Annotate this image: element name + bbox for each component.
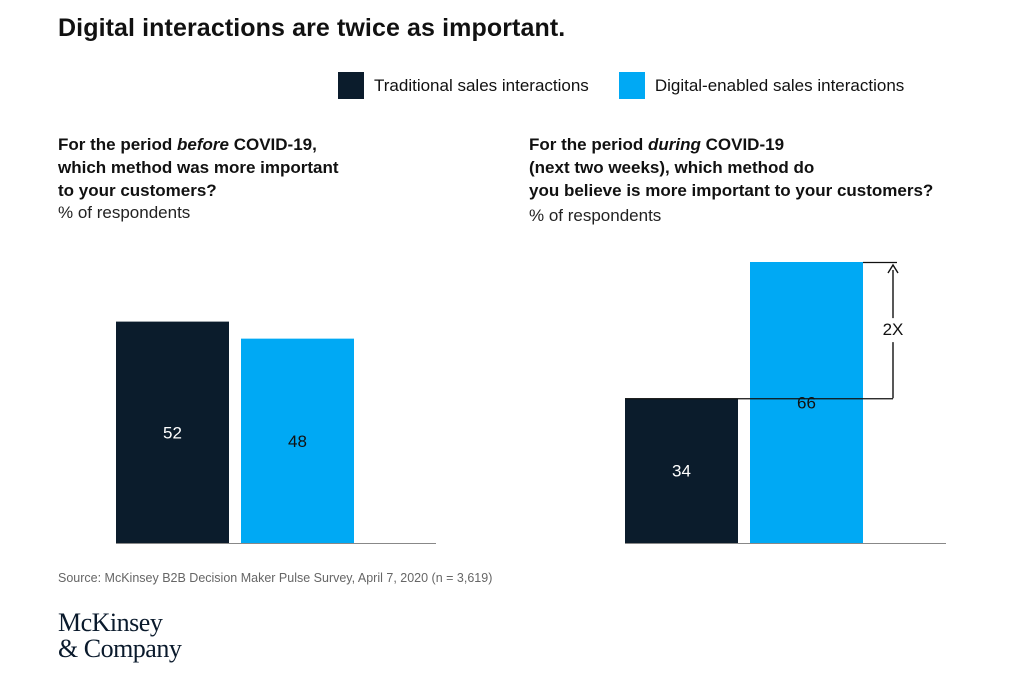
legend-swatch-digital bbox=[618, 72, 645, 99]
mckinsey-logo: McKinsey & Company bbox=[58, 608, 182, 663]
left-bar-traditional bbox=[116, 321, 229, 543]
annotation-2x-label: 2X bbox=[883, 320, 904, 339]
legend: Traditional sales interactions Digital-e… bbox=[338, 72, 904, 99]
legend-label-digital: Digital-enabled sales interactions bbox=[654, 75, 905, 95]
right-question-line1a: For the period bbox=[529, 135, 648, 154]
left-subtitle: % of respondents bbox=[58, 203, 191, 222]
left-question-line2: which method was more important bbox=[58, 158, 339, 177]
right-question: For the period during COVID-19 (next two… bbox=[529, 133, 933, 202]
left-question-line3: to your customers? bbox=[58, 181, 217, 200]
right-question-line1b: COVID-19 bbox=[700, 135, 785, 154]
annotation-arrow-head-icon bbox=[887, 263, 899, 274]
annotation-label-background bbox=[878, 318, 908, 343]
legend-swatch-traditional bbox=[338, 72, 364, 99]
legend-label-traditional: Traditional sales interactions bbox=[374, 75, 589, 95]
left-question-line1b: COVID-19, bbox=[228, 135, 317, 154]
right-subtitle: % of respondents bbox=[529, 206, 662, 225]
right-bar-digital bbox=[750, 262, 863, 543]
right-question-line3: you believe is more important to your cu… bbox=[529, 181, 934, 200]
logo-line1: McKinsey bbox=[58, 608, 163, 637]
left-bar-label-digital: 48 bbox=[288, 432, 307, 451]
logo-line2: & Company bbox=[58, 634, 182, 663]
left-question-line1a: For the period bbox=[58, 135, 177, 154]
right-bar-label-digital: 66 bbox=[797, 394, 816, 413]
legend-item-digital: Digital-enabled sales interactions bbox=[618, 72, 905, 99]
left-question-emphasis: before bbox=[177, 135, 229, 154]
left-bar-chart: 52 48 bbox=[116, 321, 436, 544]
chart-title: Digital interactions are twice as import… bbox=[58, 14, 566, 42]
legend-item-traditional: Traditional sales interactions bbox=[338, 72, 589, 99]
right-bar-chart: 34 66 2X bbox=[625, 261, 946, 544]
right-bar-label-traditional: 34 bbox=[672, 462, 691, 481]
left-bar-label-traditional: 52 bbox=[163, 423, 182, 442]
right-question-line2: (next two weeks), which method do bbox=[529, 158, 815, 177]
right-question-emphasis: during bbox=[648, 135, 701, 154]
source-note: Source: McKinsey B2B Decision Maker Puls… bbox=[58, 571, 493, 585]
left-question: For the period before COVID-19, which me… bbox=[58, 133, 339, 202]
right-bar-traditional bbox=[625, 398, 738, 543]
left-bar-digital bbox=[241, 338, 354, 543]
